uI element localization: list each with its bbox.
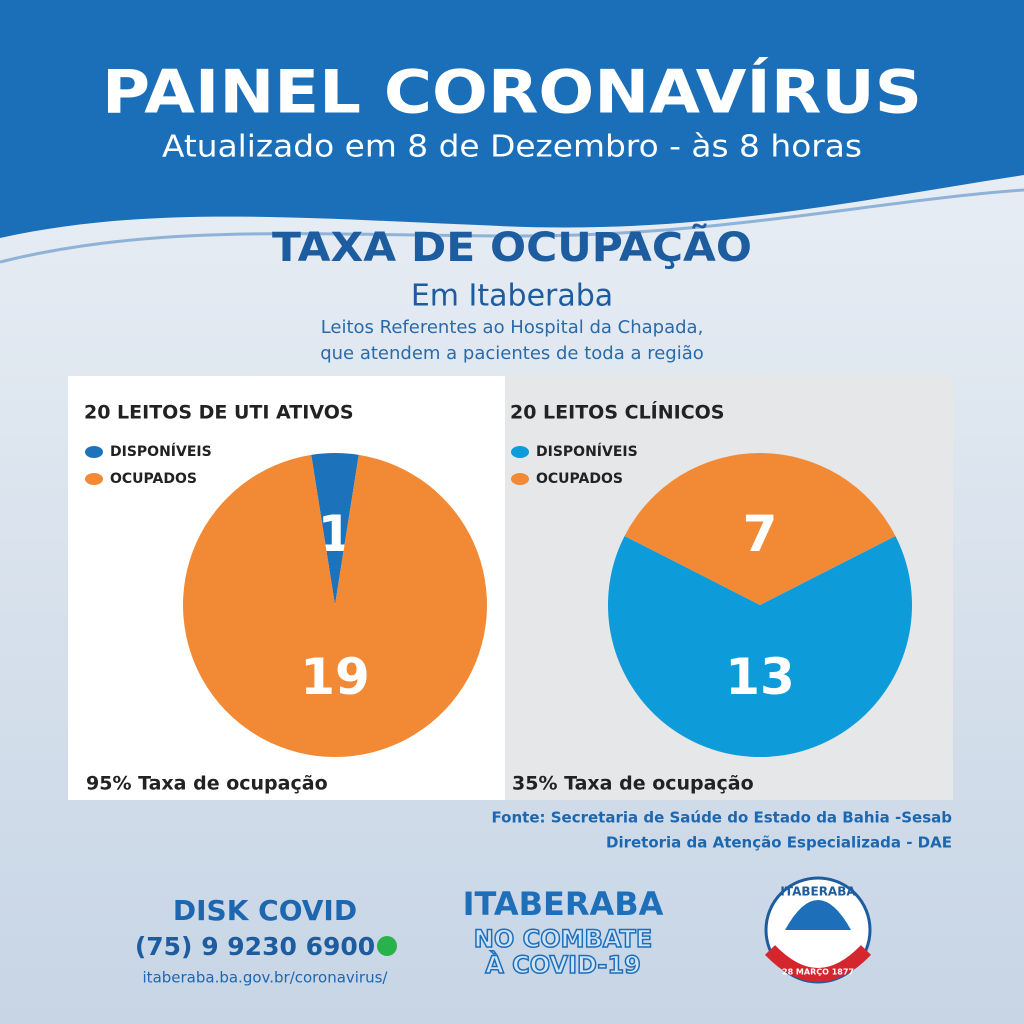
pie-slice — [624, 453, 896, 605]
chart-note: 35% Taxa de ocupação — [512, 773, 754, 795]
chart-title: 20 LEITOS CLÍNICOS — [510, 401, 725, 424]
source-line: Diretoria da Atenção Especializada - DAE — [606, 834, 952, 852]
pie-slice — [311, 453, 359, 605]
disk-title: DISK COVID — [173, 894, 357, 927]
city-logo: ITABERABA 28 MARÇO 1877 — [764, 876, 872, 984]
pie-slice — [182, 454, 487, 757]
website: itaberaba.ba.gov.br/coronavirus/ — [143, 969, 389, 987]
whatsapp-icon — [377, 936, 397, 956]
section-subtitle: Em Itaberaba — [411, 279, 613, 314]
logo-date: 28 MARÇO 1877 — [782, 968, 854, 977]
header-title: PAINEL CORONAVÍRUS — [102, 56, 922, 128]
campaign-title: ITABERABA — [463, 885, 664, 923]
header-subtitle: Atualizado em 8 de Dezembro - às 8 horas — [162, 130, 862, 165]
campaign-line: NO COMBATE — [474, 925, 653, 953]
legend-marker — [85, 473, 103, 485]
header-curve — [0, 188, 1024, 264]
chart-title: 20 LEITOS DE UTI ATIVOS — [84, 402, 354, 424]
legend-label: OCUPADOS — [536, 471, 623, 487]
legend-marker — [511, 473, 529, 485]
section-description: que atendem a pacientes de toda a região — [320, 343, 704, 364]
section-title: TAXA DE OCUPAÇÃO — [272, 222, 752, 271]
campaign-line: À COVID-19 — [485, 950, 641, 979]
legend-label: OCUPADOS — [110, 471, 197, 487]
logo-ribbon — [764, 945, 872, 982]
legend-label: DISPONÍVEIS — [536, 443, 638, 460]
pie-slice — [607, 535, 912, 758]
section-description: Leitos Referentes ao Hospital da Chapada… — [321, 317, 704, 338]
slice-label: 19 — [300, 648, 370, 706]
legend-marker — [511, 446, 529, 458]
logo-shape — [785, 900, 851, 930]
source-line: Fonte: Secretaria de Saúde do Estado da … — [492, 809, 953, 827]
legend-label: DISPONÍVEIS — [110, 443, 212, 460]
phone: (75) 9 9230 6900 — [135, 932, 375, 961]
header-band — [0, 0, 1024, 238]
chart-note: 95% Taxa de ocupação — [86, 773, 328, 795]
legend-marker — [85, 446, 103, 458]
slice-label: 7 — [743, 505, 778, 563]
slice-label: 13 — [725, 648, 795, 706]
logo-name: ITABERABA — [780, 885, 856, 899]
